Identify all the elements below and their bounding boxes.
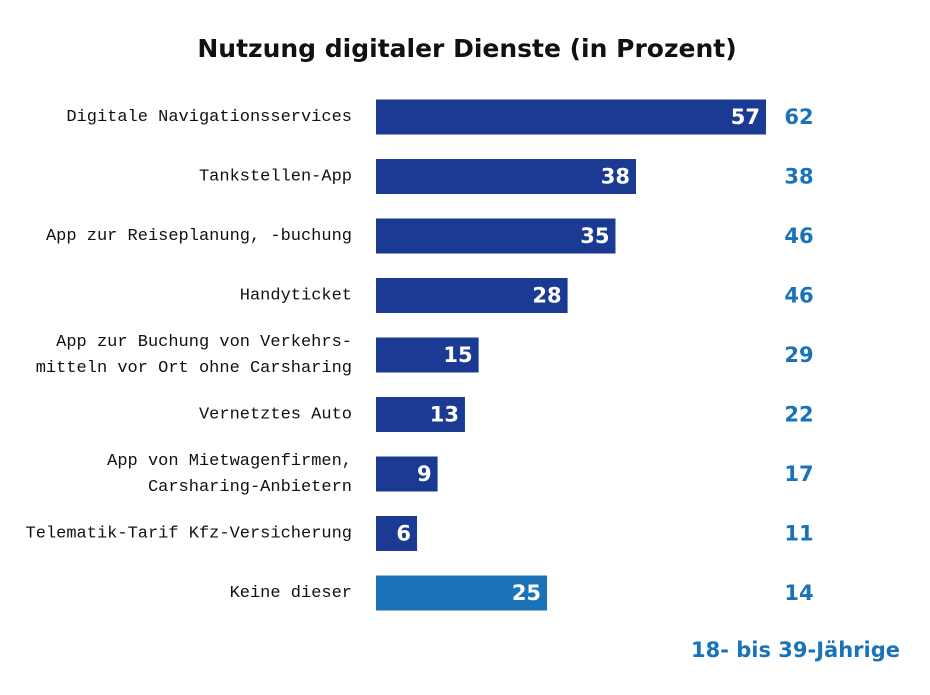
bar-value-label: 15	[443, 343, 472, 367]
bar	[376, 456, 438, 492]
bar	[376, 159, 636, 194]
chart-title: Nutzung digitaler Dienste (in Prozent)	[197, 34, 736, 63]
category-label: Tankstellen-App	[199, 168, 352, 187]
bar-value-label: 13	[430, 403, 459, 427]
bar	[376, 516, 418, 551]
bar-value-label: 38	[601, 165, 630, 189]
group-value: 11	[784, 522, 813, 546]
bar-value-label: 28	[532, 284, 561, 308]
group-value: 46	[784, 224, 813, 248]
bar-value-label: 57	[731, 105, 760, 129]
group-value: 17	[784, 462, 813, 486]
group-value: 38	[784, 165, 813, 189]
group-value: 46	[784, 284, 813, 308]
category-label: Keine dieser	[230, 584, 352, 603]
bar-value-label: 9	[417, 462, 432, 486]
legend-label: 18- bis 39-Jährige	[691, 638, 900, 662]
group-value: 62	[784, 105, 813, 129]
category-label: App von Mietwagenfirmen, Carsharing-Anbie…	[107, 452, 352, 497]
category-label: Vernetztes Auto	[199, 406, 352, 425]
category-label: App zur Reiseplanung, -buchung	[46, 227, 352, 246]
category-label: App zur Buchung von Verkehrs-mitteln vor…	[36, 333, 352, 378]
bar-value-label: 35	[580, 224, 609, 248]
bar	[376, 397, 465, 432]
category-label: Handyticket	[240, 287, 352, 306]
bar-value-label: 6	[396, 522, 411, 546]
category-label: Digitale Navigationsservices	[66, 108, 352, 127]
category-label: Telematik-Tarif Kfz-Versicherung	[26, 525, 352, 544]
bar	[376, 99, 766, 135]
bar	[376, 575, 548, 611]
bar	[376, 337, 479, 373]
bar-value-label: 25	[512, 581, 541, 605]
bar	[376, 278, 568, 313]
group-value: 22	[784, 403, 813, 427]
group-value: 29	[784, 343, 813, 367]
group-value: 14	[784, 581, 813, 605]
bar	[376, 218, 616, 254]
